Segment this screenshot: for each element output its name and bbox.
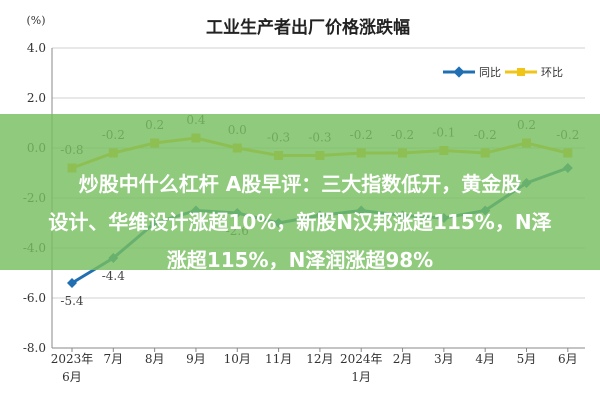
x-tick-label: 11月 bbox=[265, 352, 292, 366]
x-tick-labels: 2023年 6月 7月 8月 9月 10月 11月 12月 2024年 1月 2月 3月 4月 5月 6月 bbox=[51, 352, 578, 384]
x-tick-label: 4月 bbox=[475, 352, 495, 366]
x-tick-label: 12月 bbox=[306, 352, 333, 366]
x-tick-label: 2024年 bbox=[340, 352, 383, 366]
data-label-yoy: -4.4 bbox=[102, 269, 126, 283]
x-tick-label: 6月 bbox=[558, 352, 578, 366]
x-tick-label: 6月 bbox=[62, 370, 82, 384]
legend: 同比 环比 bbox=[443, 66, 563, 79]
x-tick-label: 7月 bbox=[103, 352, 123, 366]
legend-marker-mom bbox=[517, 68, 525, 76]
news-headline-line-2: 设计、华维设计涨超10%，新股N汉邦涨超115%，N泽 bbox=[48, 210, 552, 234]
y-unit-label: (%) bbox=[26, 14, 45, 27]
data-label-yoy: -5.4 bbox=[60, 294, 84, 308]
y-tick-label: 2.0 bbox=[27, 91, 46, 105]
y-tick-label: 4.0 bbox=[27, 41, 46, 55]
news-headline-line-1: 炒股中什么杠杆 A股早评：三大指数低开，黄金股 bbox=[78, 172, 522, 196]
legend-marker-yoy bbox=[453, 66, 465, 78]
x-tick-label: 2月 bbox=[393, 352, 413, 366]
data-point-yoy bbox=[67, 278, 77, 288]
x-tick-label: 2023年 bbox=[51, 352, 94, 366]
x-tick-label: 10月 bbox=[224, 352, 251, 366]
legend-label-mom: 环比 bbox=[541, 66, 563, 79]
legend-label-yoy: 同比 bbox=[479, 66, 501, 79]
y-tick-label: -6.0 bbox=[23, 291, 46, 305]
x-tick-label: 5月 bbox=[517, 352, 537, 366]
x-tick-label: 8月 bbox=[145, 352, 165, 366]
news-banner-overlay: 炒股中什么杠杆 A股早评：三大指数低开，黄金股 设计、华维设计涨超10%，新股N… bbox=[0, 114, 600, 272]
chart-title: 工业生产者出厂价格涨跌幅 bbox=[206, 17, 410, 38]
x-tick-label: 1月 bbox=[351, 370, 371, 384]
news-headline-line-3: 涨超115%，N泽润涨超98% bbox=[166, 248, 434, 272]
x-tick-label: 9月 bbox=[186, 352, 206, 366]
y-tick-label: -8.0 bbox=[23, 341, 46, 355]
x-tick-label: 3月 bbox=[434, 352, 454, 366]
